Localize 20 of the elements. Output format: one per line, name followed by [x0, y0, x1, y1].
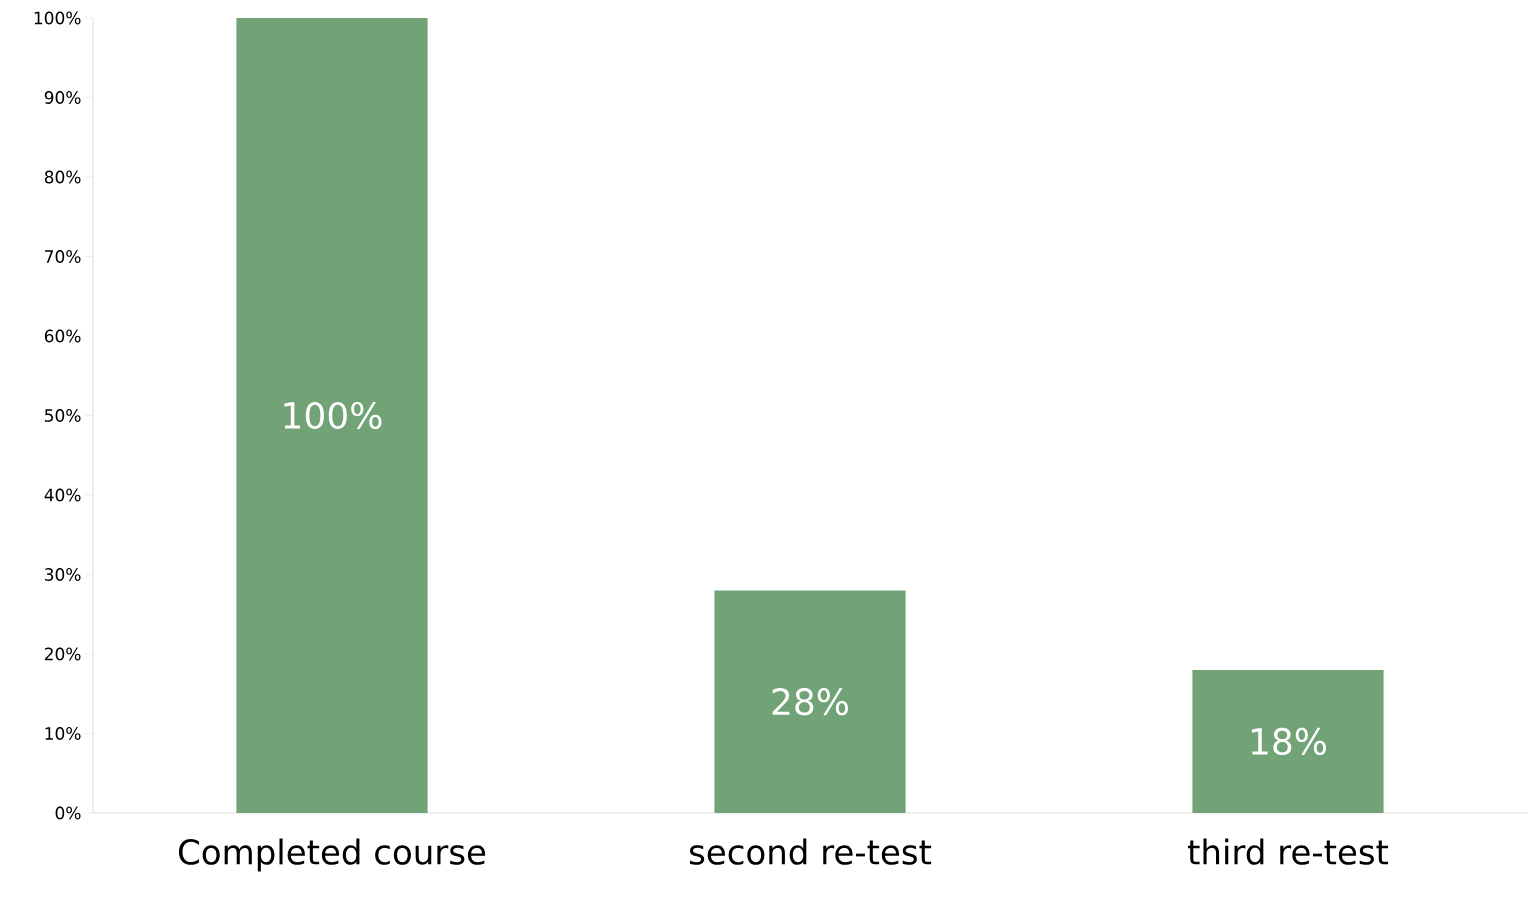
y-tick-label: 10%	[45, 727, 81, 740]
bar	[714, 590, 906, 813]
y-tick-label: 70%	[45, 250, 81, 263]
x-tick-label: third re-test	[1188, 838, 1389, 865]
y-tick-label: 50%	[45, 409, 81, 422]
x-tick-label: Completed course	[178, 838, 486, 872]
y-tick-label: 30%	[45, 568, 81, 581]
data-label: 100%	[284, 401, 382, 430]
data-label: 18%	[1251, 727, 1326, 756]
y-tick-label: 100%	[34, 11, 81, 25]
y-tick-label: 80%	[44, 170, 81, 184]
x-tick-label: second re-test	[689, 838, 932, 865]
data-label: 28%	[772, 688, 848, 716]
y-tick-label: 20%	[44, 647, 81, 661]
bar	[1192, 669, 1384, 813]
y-tick-label: 60%	[44, 329, 81, 343]
y-tick-label: 40%	[44, 488, 81, 502]
y-tick-label: 0%	[55, 806, 81, 820]
y-tick-label: 90%	[44, 91, 81, 104]
bar	[236, 17, 428, 813]
